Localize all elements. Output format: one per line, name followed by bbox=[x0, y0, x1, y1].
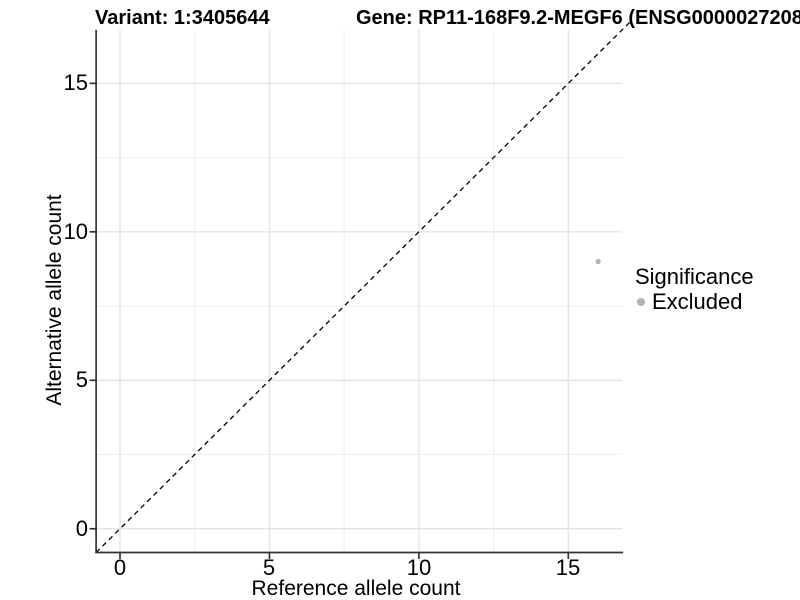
legend-title: Significance bbox=[635, 264, 754, 289]
x-tick-label-0: 0 bbox=[113, 555, 127, 580]
legend-item-excluded: Excluded bbox=[637, 290, 754, 314]
legend: Significance Excluded bbox=[635, 265, 754, 314]
y-tick-label-0: 0 bbox=[75, 516, 88, 541]
legend-item-label: Excluded bbox=[652, 289, 743, 314]
x-tick-label-10: 10 bbox=[406, 555, 432, 580]
x-axis-title: Reference allele count bbox=[251, 577, 461, 600]
data-point bbox=[595, 258, 601, 265]
y-tick-label-5: 5 bbox=[75, 367, 88, 392]
y-tick-label-10: 10 bbox=[63, 219, 88, 244]
y-axis-title: Alternative allele count bbox=[43, 194, 66, 406]
plot-title-variant: Variant: 1:3405644 bbox=[95, 7, 270, 29]
plot-title-gene: Gene: RP11-168F9.2-MEGF6 (ENSG0000027208 bbox=[356, 7, 800, 29]
x-tick-label-5: 5 bbox=[262, 555, 276, 580]
legend-key-point-icon bbox=[637, 298, 645, 306]
y-tick-label-15: 15 bbox=[63, 70, 88, 95]
identity-dashed-line bbox=[95, 20, 632, 553]
x-tick-label-15: 15 bbox=[555, 555, 581, 580]
